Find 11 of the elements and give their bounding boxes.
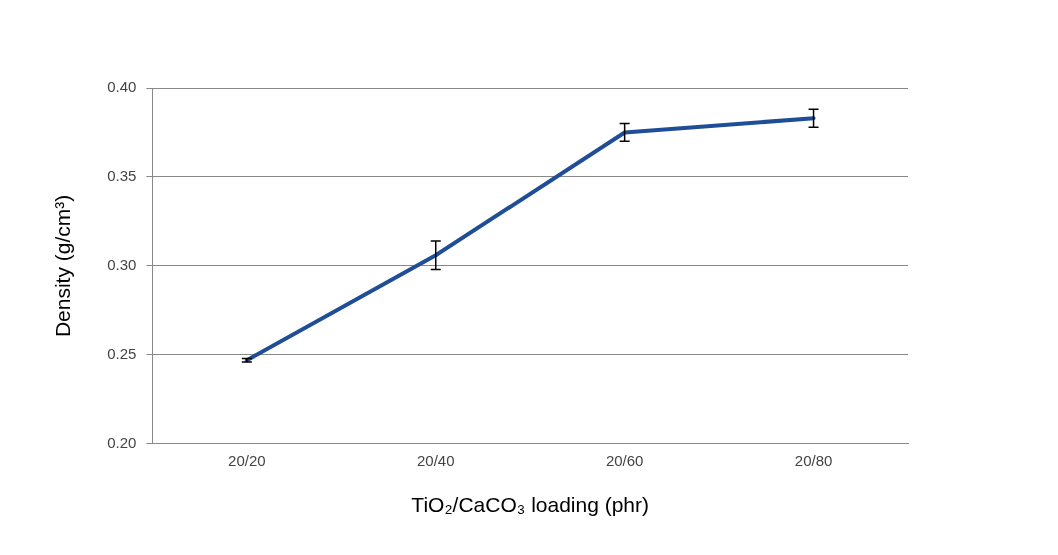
y-tick-label: 0.40 — [107, 78, 137, 96]
y-axis-title: Density (g/cm³) — [51, 194, 75, 338]
x-tick-label: 20/20 — [228, 451, 266, 469]
x-tick-label: 20/60 — [605, 451, 644, 469]
y-tick-label: 0.35 — [107, 167, 137, 185]
y-tick-label: 0.25 — [107, 344, 137, 362]
x-axis-title: TiO₂/CaCO₃ loading (phr) — [411, 493, 650, 517]
y-tick-label: 0.20 — [107, 433, 137, 451]
x-tick-label: 20/40 — [416, 451, 455, 469]
x-tick-label: 20/80 — [794, 451, 833, 469]
y-tick-label: 0.30 — [107, 256, 137, 274]
